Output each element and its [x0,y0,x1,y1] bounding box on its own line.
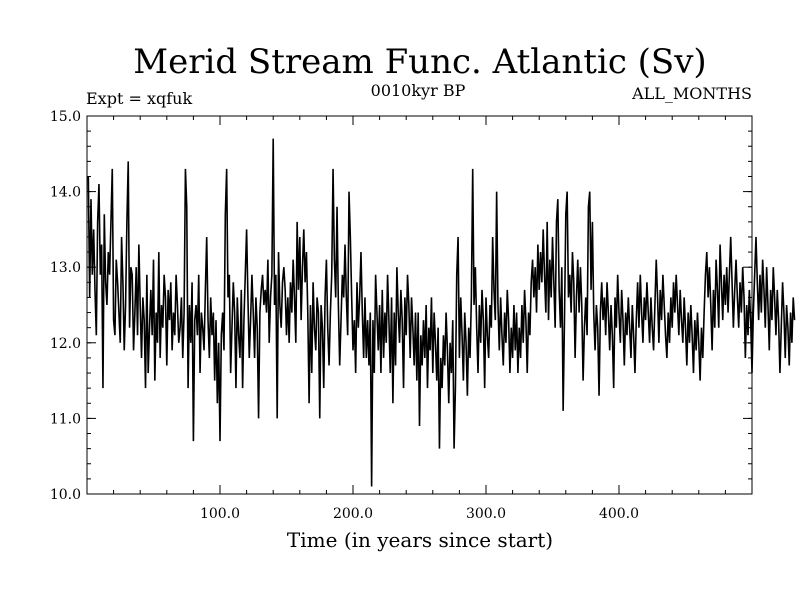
chart-title: Merid Stream Func. Atlantic (Sv) [133,42,706,82]
experiment-label: Expt = xqfuk [86,89,192,108]
x-axis-label: Time (in years since start) [287,528,553,552]
x-tick-label: 300.0 [466,506,506,522]
y-tick-label: 11.0 [50,411,81,427]
y-tick-label: 15.0 [50,109,81,125]
y-tick-label: 10.0 [50,487,81,503]
x-tick-label: 100.0 [200,506,240,522]
x-tick-label: 200.0 [333,506,373,522]
x-tick-label: 400.0 [599,506,639,522]
period-label: 0010kyr BP [371,81,466,100]
x-axis: 100.0 200.0 300.0 400.0 [113,116,726,522]
y-axis: 10.0 11.0 12.0 13.0 14.0 15.0 [50,109,752,503]
series-layer [87,138,796,487]
y-tick-label: 13.0 [50,260,81,276]
months-label: ALL_MONTHS [631,84,752,103]
series-line [87,138,796,487]
y-tick-label: 12.0 [50,336,81,352]
plot-frame [86,115,753,495]
y-tick-label: 14.0 [50,185,81,201]
